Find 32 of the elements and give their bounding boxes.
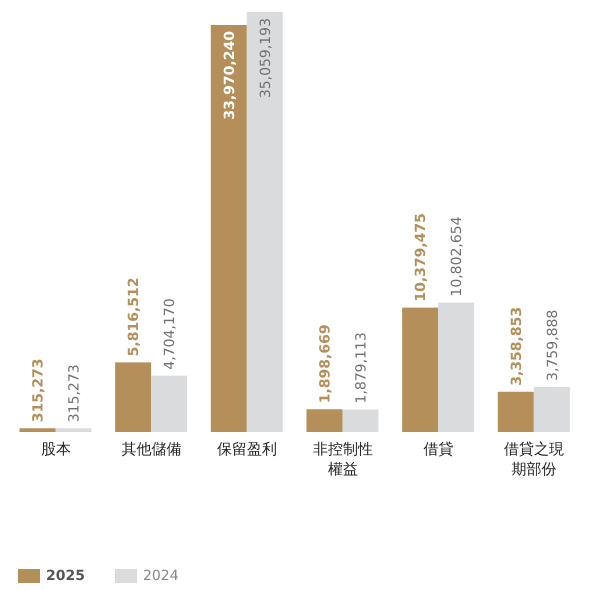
bar [402,308,438,432]
bar [19,428,56,432]
data-label: 4,704,170 [162,298,178,370]
data-label: 35,059,193 [258,18,274,98]
x-tick-label: 借貸 [424,440,454,458]
bar [115,362,152,432]
bar [438,302,474,432]
data-label: 33,970,240 [222,30,238,120]
data-label: 3,358,853 [508,306,525,386]
data-label: 1,879,113 [353,332,370,404]
data-label: 10,379,475 [413,213,430,302]
data-label: 1,898,669 [317,324,334,404]
bar [246,12,283,432]
data-label: 3,759,888 [544,310,561,381]
x-tick-label: 借貸之現期部份 [504,440,564,478]
x-tick-label: 保留盈利 [217,440,278,458]
x-tick-label: 非控制性權益 [312,440,373,478]
bar [306,409,342,432]
bar [342,409,378,432]
bar [534,386,570,432]
data-label: 315,273 [30,358,46,422]
legend-label: 2024 [142,568,179,584]
legend-label: 2025 [46,568,85,584]
data-label: 315,273 [66,364,82,422]
bar [55,428,92,432]
data-label: 10,802,654 [449,216,466,297]
bar [210,25,247,432]
x-tick-label: 其他儲備 [122,440,182,458]
bar [151,376,188,432]
x-tick-label: 股本 [40,440,71,458]
data-label: 5,816,512 [126,277,142,356]
bar [498,392,534,432]
